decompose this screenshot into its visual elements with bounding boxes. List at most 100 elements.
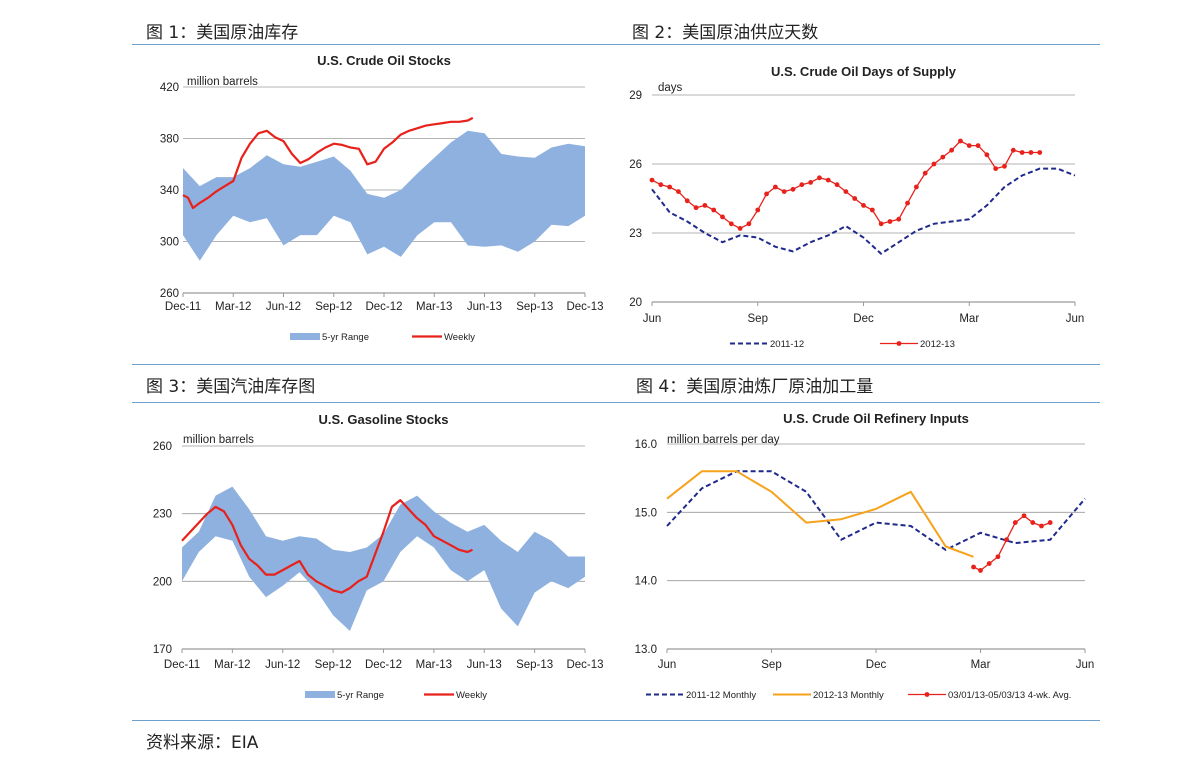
chart-refinery-inputs: U.S. Crude Oil Refinery Inputs 16.0 15.0 14… [635,411,1095,701]
y-tick-label: 340 [160,185,179,197]
data-point [852,196,858,201]
data-point [834,182,840,188]
chart-title: U.S. Gasoline Stocks [318,412,448,427]
figure-4-title: 图 4：美国原油炼厂原油加工量 [636,377,874,397]
middle-rule-bottom [132,402,1100,403]
data-point [940,154,946,160]
data-point [790,186,796,192]
data-point [1004,537,1010,543]
chart-title: U.S. Crude Oil Stocks [317,53,451,68]
y-tick-label: 380 [160,134,179,146]
y-tick-label: 26 [629,159,642,171]
y-tick-label: 230 [153,509,172,521]
data-point [931,161,937,167]
x-tick-label: Dec [853,313,874,325]
data-point [986,561,992,566]
data-point [861,203,866,208]
y-tick-label: 29 [629,90,642,102]
x-tick-label: Dec-11 [164,659,200,671]
data-point [649,177,655,183]
chart-title: U.S. Crude Oil Days of Supply [771,64,957,79]
x-tick-label: Sep [761,659,781,671]
data-point [1037,150,1043,155]
data-point [702,203,708,208]
x-tick-label: Mar-12 [214,659,250,671]
x-tick-label: Sep-12 [315,301,352,313]
data-point [737,226,743,231]
x-tick-label: Mar [971,659,991,671]
data-point [971,564,976,570]
y-tick-label: 14.0 [635,576,657,588]
data-point [966,143,972,148]
data-point [746,221,752,227]
x-tick-label: Jun [1066,313,1085,325]
y-tick-label: 15.0 [635,507,657,519]
data-point [922,170,928,176]
data-point [993,166,999,171]
y-tick-label: 20 [629,297,642,309]
data-point [949,147,955,153]
middle-rule-top [132,364,1100,365]
series-line [666,470,974,558]
legend-label: 5-yr Range [322,332,369,343]
data-point [1030,520,1036,525]
data-point [764,191,769,197]
series-line [182,116,474,210]
legend-marker [896,341,902,346]
five-year-range-band [183,130,585,261]
series-line [651,167,1076,255]
data-point [1002,163,1007,169]
figure-3-title: 图 3：美国汽油库存图 [146,377,316,397]
data-point [728,221,734,227]
data-point [693,205,699,211]
y-tick-label: 13.0 [635,644,657,656]
data-point [658,182,664,188]
unit-label: million barrels [187,76,258,88]
series-line [973,515,1051,572]
x-tick-label: Mar-12 [215,301,251,313]
chart-crude-oil-stocks: U.S. Crude Oil Stocks420380340300260Dec-… [160,53,604,343]
x-tick-label: Jun-13 [467,659,502,671]
data-point [978,568,983,573]
chart-gasoline-stocks: U.S. Gasoline Stocks 260 230 200 170 Dec-11 Ma… [153,412,604,701]
y-tick-label: 23 [629,228,642,240]
legend-label: 2012-13 [920,339,955,350]
data-point [1019,150,1025,155]
data-point [720,214,725,220]
legend-label: 2012-13 Monthly [813,690,884,701]
data-point [887,219,893,224]
data-point [825,177,831,183]
chart-title: U.S. Crude Oil Refinery Inputs [783,411,969,426]
data-point [667,184,673,190]
data-point [843,189,849,195]
x-tick-label: Dec-13 [566,301,603,313]
x-tick-label: Dec-12 [365,301,402,313]
x-tick-label: Jun [643,313,662,325]
data-point [913,184,919,190]
data-point [1012,520,1018,525]
figure-2-title: 图 2：美国原油供应天数 [632,23,819,43]
data-point [878,221,884,227]
data-point [1021,513,1027,519]
legend-label: Weekly [444,332,475,343]
data-point [808,180,814,185]
five-year-range-band [182,486,585,631]
top-rule [132,44,1100,45]
y-tick-label: 260 [153,441,172,453]
data-point [772,184,778,190]
legend-label: 2011-12 Monthly [686,690,756,701]
data-point [711,207,717,213]
data-point [1047,520,1053,525]
x-tick-label: Dec-12 [365,659,402,671]
data-point [995,554,1001,560]
x-tick-label: Jun-12 [266,301,301,313]
x-tick-label: Jun-13 [467,301,502,313]
unit-label: million barrels per day [667,434,780,446]
x-tick-label: Mar-13 [416,659,452,671]
y-tick-label: 300 [160,237,179,249]
unit-label: days [658,82,683,94]
data-point [1039,523,1044,529]
unit-label: million barrels [183,434,254,446]
x-tick-label: Sep [748,313,768,325]
legend-marker [924,692,930,697]
